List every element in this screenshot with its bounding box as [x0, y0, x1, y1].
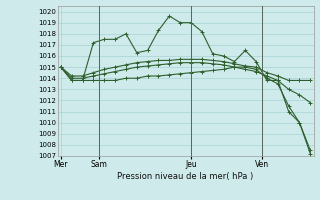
- X-axis label: Pression niveau de la mer( hPa ): Pression niveau de la mer( hPa ): [117, 172, 254, 181]
